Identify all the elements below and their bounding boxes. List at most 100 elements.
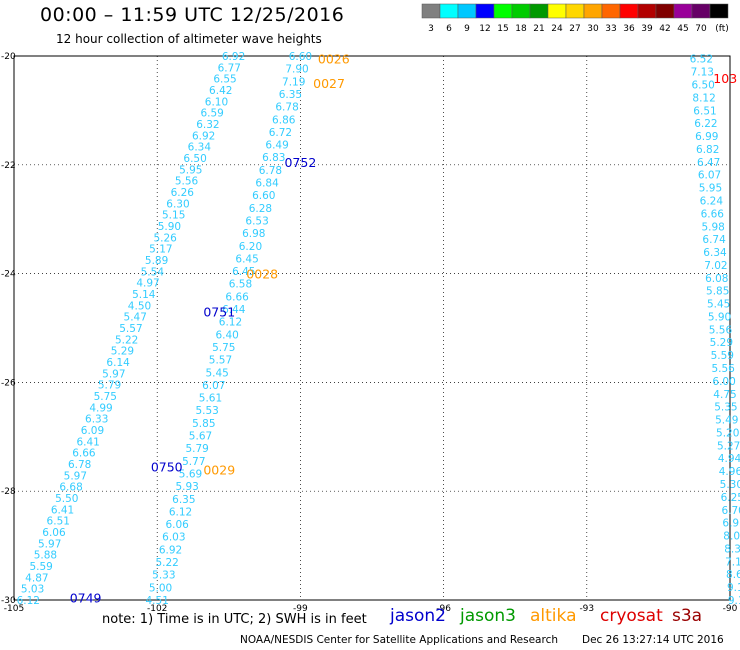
- wave-height-value: 8.30: [724, 543, 740, 555]
- color-scale-label: 15: [497, 24, 508, 34]
- wave-height-value: 5.49: [715, 415, 738, 427]
- wave-height-value: 4.94: [718, 453, 740, 465]
- wave-height-value: 5.93: [175, 481, 198, 493]
- pass-time-label: 0028: [246, 267, 278, 282]
- wave-height-value: 5.29: [710, 337, 733, 349]
- wave-height-value: 4.99: [89, 402, 112, 414]
- wave-height-value: 6.82: [696, 144, 719, 156]
- wave-height-value: 6.42: [209, 85, 232, 97]
- wave-height-value: 6.53: [245, 215, 268, 227]
- wave-height-value: 6.22: [694, 118, 717, 130]
- color-scale-label: 12: [479, 24, 490, 34]
- wave-height-value: 5.90: [158, 221, 181, 233]
- wave-height-value: 4.50: [128, 300, 151, 312]
- wave-height-value: 6.98: [242, 228, 265, 240]
- wave-height-value: 6.09: [81, 425, 104, 437]
- wave-height-value: 6.58: [229, 279, 252, 291]
- wave-height-value: 6.55: [213, 74, 236, 86]
- wave-height-value: 6.35: [279, 89, 302, 101]
- wave-height-value: 6.51: [47, 516, 70, 528]
- chart-title: 00:00 – 11:59 UTC 12/25/2016: [40, 4, 345, 26]
- longitude-label: -96: [436, 604, 451, 614]
- wave-height-value: 7.02: [704, 260, 727, 272]
- wave-height-value: 5.88: [34, 550, 57, 562]
- wave-height-value: 5.14: [132, 289, 156, 301]
- wave-height-value: 6.78: [259, 165, 282, 177]
- track-track-b: 6.607.907.196.356.786.866.726.496.836.78…: [146, 51, 313, 607]
- wave-height-value: 6.44: [222, 304, 246, 316]
- wave-height-value: 8.12: [692, 92, 715, 104]
- wave-height-value: 6.70: [721, 505, 740, 517]
- wave-height-value: 5.97: [38, 538, 61, 550]
- credit-line: NOAA/NESDIS Center for Satellite Applica…: [240, 634, 558, 646]
- wave-height-value: 6.78: [275, 102, 298, 114]
- color-scale-label: 70: [695, 24, 707, 34]
- latitude-label: -20: [1, 52, 16, 62]
- wave-height-value: 5.95: [699, 183, 722, 195]
- wave-height-value: 5.90: [708, 311, 731, 323]
- plot-frame: [13, 55, 731, 601]
- wave-height-value: 5.15: [162, 210, 185, 222]
- wave-height-value: 6.50: [691, 79, 714, 91]
- wave-height-value: 6.30: [166, 198, 189, 210]
- wave-height-value: 4.75: [713, 389, 736, 401]
- wave-height-value: 5.69: [179, 468, 202, 480]
- wave-height-value: 6.99: [695, 131, 718, 143]
- wave-height-value: 6.07: [698, 170, 721, 182]
- pass-time-label: 0752: [284, 155, 316, 170]
- wave-height-value: 6.12: [17, 595, 40, 607]
- wave-height-value: 6.10: [205, 96, 228, 108]
- wave-height-value: 4.96: [719, 466, 740, 478]
- legend-cryosat: cryosat: [600, 606, 663, 626]
- wave-height-value: 5.22: [115, 334, 138, 346]
- track-track-c: 6.527.136.508.126.516.226.996.826.476.07…: [690, 54, 740, 607]
- color-scale-bar: 3 6 9 12 15 18 21 24 27 30 33 36 39 42 45 70 (ft): [421, 3, 729, 34]
- wave-height-value: 8.02: [723, 531, 740, 543]
- wave-height-value: 6.47: [697, 157, 720, 169]
- latitude-label: -26: [1, 378, 16, 388]
- wave-height-value: 5.59: [711, 350, 734, 362]
- longitude-label: -105: [4, 604, 24, 614]
- wave-height-value: 6.41: [76, 436, 99, 448]
- wave-height-value: 5.45: [707, 299, 730, 311]
- latitude-label: -22: [1, 161, 16, 171]
- wave-height-value: 5.89: [145, 255, 168, 267]
- wave-height-value: 6.92: [222, 51, 245, 63]
- wave-height-value: 6.66: [701, 208, 725, 220]
- wave-height-value: 6.34: [188, 142, 212, 154]
- wave-height-value: 6.74: [702, 234, 726, 246]
- color-scale-label: 3: [428, 24, 434, 34]
- wave-height-value: 5.79: [98, 380, 121, 392]
- wave-height-value: 5.29: [111, 346, 134, 358]
- wave-height-value: 6.35: [172, 494, 195, 506]
- track-track-a: 6.926.776.556.426.106.596.326.926.346.50…: [17, 51, 246, 607]
- wave-height-value: 6.28: [249, 203, 272, 215]
- wave-height-value: 6.66: [72, 448, 96, 460]
- wave-height-value: 5.20: [716, 427, 739, 439]
- wave-height-value: 6.24: [700, 195, 724, 207]
- wave-height-value: 6.34: [703, 247, 727, 259]
- legend-altika: altika: [530, 606, 577, 626]
- wave-height-value: 4.87: [25, 572, 48, 584]
- wave-height-value: 5.95: [179, 164, 202, 176]
- wave-height-value: 6.92: [192, 130, 215, 142]
- wave-height-value: 7.19: [282, 76, 305, 88]
- color-scale-label: 45: [677, 24, 688, 34]
- wave-height-value: 9.17: [727, 582, 740, 594]
- latitude-label: -28: [1, 487, 16, 497]
- wave-height-value: 5.50: [55, 493, 78, 505]
- wave-height-value: 6.06: [165, 519, 189, 531]
- legend-jason2: jason2: [390, 606, 446, 626]
- wave-height-value: 5.56: [709, 324, 733, 336]
- wave-height-value: 5.22: [155, 557, 178, 569]
- wave-height-value: 6.33: [85, 414, 108, 426]
- wave-height-value: 6.08: [705, 273, 728, 285]
- longitude-label: -90: [723, 604, 738, 614]
- color-scale-label: 21: [533, 24, 544, 34]
- latitude-label: -24: [1, 270, 16, 280]
- wave-height-value: 5.56: [175, 176, 199, 188]
- wave-height-value: 6.45: [235, 253, 258, 265]
- wave-height-value: 6.14: [106, 357, 130, 369]
- wave-height-value: 4.97: [136, 278, 159, 290]
